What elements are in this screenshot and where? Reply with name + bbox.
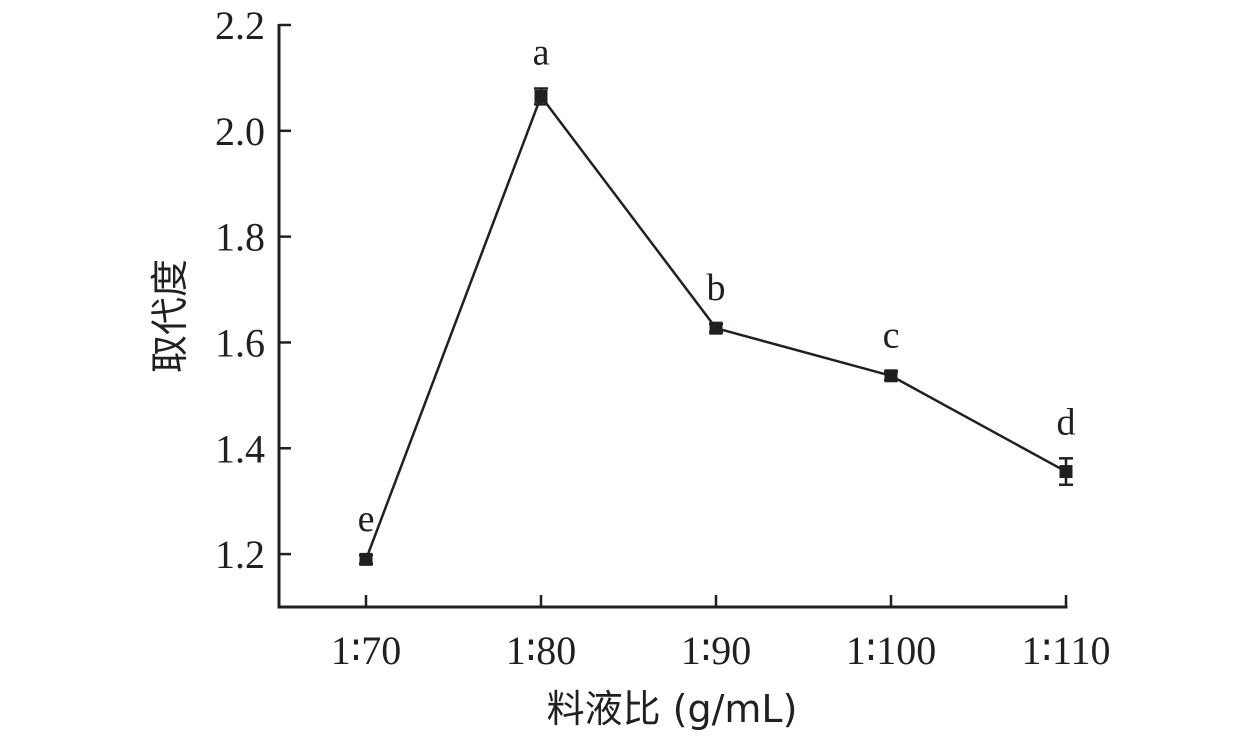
- x-axis-title: 料液比 (g/mL): [547, 687, 798, 731]
- y-tick-label: 1.8: [215, 215, 265, 260]
- x-ticks: 1∶70 1∶80 1∶90 1∶100 1∶110: [331, 595, 1111, 673]
- x-tick-label: 1∶70: [331, 628, 401, 673]
- significance-letter: e: [358, 498, 375, 540]
- y-tick-label: 2.0: [215, 109, 265, 154]
- y-tick-label: 2.2: [215, 3, 265, 48]
- data-point: [534, 89, 548, 103]
- y-axis-title: 取代度: [148, 259, 192, 373]
- data-point: [359, 552, 373, 566]
- markers: [359, 89, 1073, 566]
- data-point: [709, 321, 723, 335]
- significance-letter: c: [883, 315, 900, 357]
- x-tick-label: 1∶90: [681, 628, 751, 673]
- significance-letters: e a b c d: [358, 31, 1076, 540]
- x-tick-label: 1∶80: [506, 628, 576, 673]
- x-tick-label: 1∶110: [1022, 628, 1111, 673]
- significance-letter: d: [1057, 401, 1076, 443]
- data-point: [884, 369, 898, 383]
- y-tick-label: 1.2: [215, 532, 265, 577]
- axes: [277, 24, 1068, 609]
- y-tick-label: 1.6: [215, 320, 265, 365]
- significance-letter: b: [707, 267, 726, 309]
- x-tick-label: 1∶100: [846, 628, 936, 673]
- y-ticks: 1.2 1.4 1.6 1.8 2.0 2.2: [215, 3, 291, 577]
- significance-letter: a: [533, 31, 550, 73]
- y-tick-label: 1.4: [215, 426, 265, 471]
- data-point: [1059, 465, 1073, 479]
